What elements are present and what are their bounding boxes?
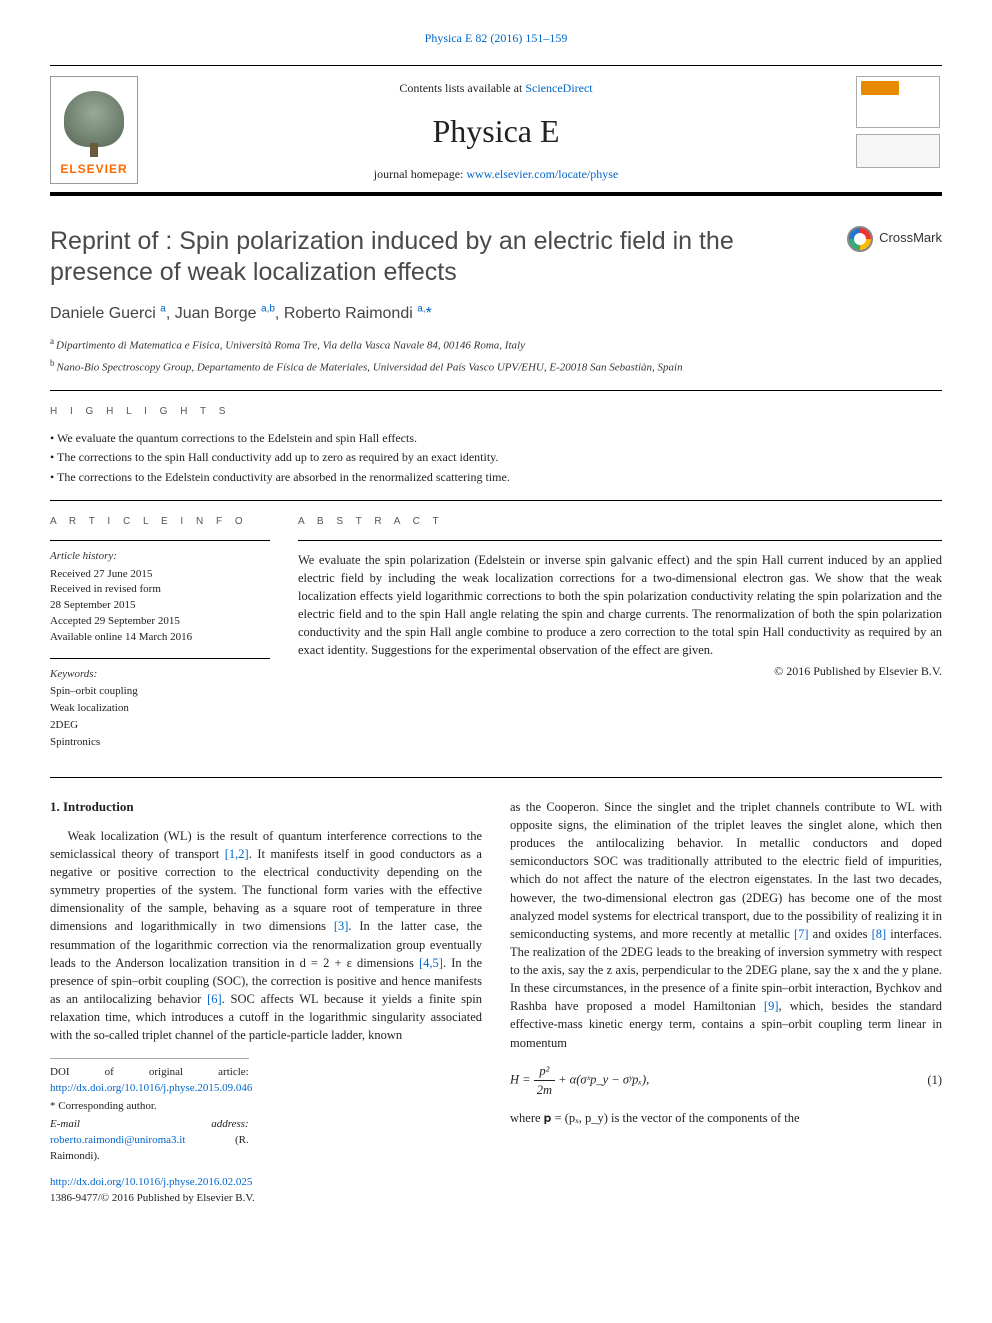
affiliations: aDipartimento di Matematica e Fisica, Un… (50, 335, 942, 376)
abstract-label: A B S T R A C T (298, 515, 942, 530)
highlight-item: We evaluate the quantum corrections to t… (50, 430, 942, 447)
highlights-section: H I G H L I G H T S We evaluate the quan… (50, 391, 942, 500)
rule (298, 540, 942, 541)
journal-homepage: journal homepage: www.elsevier.com/locat… (154, 166, 838, 183)
history-head: Article history: (50, 549, 270, 565)
issn-copyright: 1386-9477/© 2016 Published by Elsevier B… (50, 1191, 482, 1207)
keyword: Weak localization (50, 701, 270, 717)
cover-caption-icon (856, 134, 940, 168)
running-head-link[interactable]: Physica E 82 (2016) 151–159 (425, 31, 568, 45)
history-lines: Received 27 June 2015Received in revised… (50, 567, 270, 647)
keyword: Spintronics (50, 735, 270, 751)
crossmark-badge[interactable]: CrossMark (847, 226, 942, 252)
article-title: Reprint of : Spin polarization induced b… (50, 226, 827, 289)
doi-original: DOI of original article: http://dx.doi.o… (50, 1065, 249, 1097)
history-line: Available online 14 March 2016 (50, 630, 270, 646)
equation-1: H = p²2m + α(σˣp_y − σʸpₓ), (1) (510, 1062, 942, 1099)
sciencedirect-link[interactable]: ScienceDirect (525, 81, 592, 95)
journal-masthead: ELSEVIER Contents lists available at Sci… (50, 65, 942, 195)
intro-para-2: as the Cooperon. Since the singlet and t… (510, 798, 942, 1052)
masthead-center: Contents lists available at ScienceDirec… (154, 76, 838, 183)
ref-link[interactable]: [7] (794, 927, 809, 941)
history-line: Received 27 June 2015 (50, 567, 270, 583)
keywords-head: Keywords: (50, 667, 270, 683)
rule (50, 777, 942, 778)
history-line: Accepted 29 September 2015 (50, 614, 270, 630)
homepage-prefix: journal homepage: (374, 167, 467, 181)
publisher-brand: ELSEVIER (60, 161, 127, 178)
corresponding-author: * Corresponding author. (50, 1099, 249, 1115)
doi-original-link[interactable]: http://dx.doi.org/10.1016/j.physe.2015.0… (50, 1082, 252, 1094)
equation-number: (1) (912, 1071, 942, 1089)
email-link[interactable]: roberto.raimondi@uniroma3.it (50, 1134, 185, 1146)
availability-line: Contents lists available at ScienceDirec… (154, 80, 838, 97)
keywords-lines: Spin–orbit couplingWeak localization2DEG… (50, 684, 270, 751)
ref-link[interactable]: [6] (207, 992, 222, 1006)
crossmark-icon (847, 226, 873, 252)
doi-block: http://dx.doi.org/10.1016/j.physe.2016.0… (50, 1175, 482, 1207)
ref-link[interactable]: [4,5] (419, 956, 443, 970)
rule (50, 540, 270, 541)
publisher-logo: ELSEVIER (50, 76, 138, 183)
article-info-label: A R T I C L E I N F O (50, 515, 270, 530)
abstract: A B S T R A C T We evaluate the spin pol… (298, 515, 942, 763)
ref-link[interactable]: [8] (872, 927, 887, 941)
ref-link[interactable]: [3] (334, 919, 349, 933)
ref-link[interactable]: [9] (764, 999, 779, 1013)
highlights-label: H I G H L I G H T S (50, 405, 942, 420)
intro-after-eq: where 𝐩 = (pₓ, p_y) is the vector of the… (510, 1109, 942, 1127)
journal-name: Physica E (154, 108, 838, 154)
availability-prefix: Contents lists available at (399, 81, 525, 95)
highlight-item: The corrections to the Edelstein conduct… (50, 469, 942, 486)
keyword: Spin–orbit coupling (50, 684, 270, 700)
running-head: Physica E 82 (2016) 151–159 (50, 30, 942, 47)
info-abstract-row: A R T I C L E I N F O Article history: R… (50, 501, 942, 777)
homepage-link[interactable]: www.elsevier.com/locate/physe (466, 167, 618, 181)
email-line: E-mail address: roberto.raimondi@uniroma… (50, 1117, 249, 1165)
history-line: Received in revised form (50, 582, 270, 598)
crossmark-label: CrossMark (879, 229, 942, 248)
elsevier-tree-icon (64, 91, 124, 147)
highlights-list: We evaluate the quantum corrections to t… (50, 430, 942, 486)
intro-para-1: Weak localization (WL) is the result of … (50, 827, 482, 1045)
highlight-item: The corrections to the spin Hall conduct… (50, 449, 942, 466)
section-heading-intro: 1. Introduction (50, 798, 482, 817)
body-columns: 1. Introduction Weak localization (WL) i… (50, 798, 942, 1207)
keyword: 2DEG (50, 718, 270, 734)
abstract-text: We evaluate the spin polarization (Edels… (298, 551, 942, 660)
cover-image-icon (856, 76, 940, 128)
footnotes: DOI of original article: http://dx.doi.o… (50, 1058, 249, 1165)
article-info: A R T I C L E I N F O Article history: R… (50, 515, 270, 763)
abstract-copyright: © 2016 Published by Elsevier B.V. (298, 663, 942, 680)
rule (50, 658, 270, 659)
article-doi-link[interactable]: http://dx.doi.org/10.1016/j.physe.2016.0… (50, 1176, 252, 1188)
author-list: Daniele Guerci a, Juan Borge a,b, Robert… (50, 302, 942, 325)
affiliation-a: aDipartimento di Matematica e Fisica, Un… (50, 335, 942, 355)
affiliation-b: bNano-Bio Spectroscopy Group, Departamen… (50, 357, 942, 377)
history-line: 28 September 2015 (50, 598, 270, 614)
journal-cover-thumb (854, 76, 942, 183)
ref-link[interactable]: [1,2] (225, 847, 249, 861)
